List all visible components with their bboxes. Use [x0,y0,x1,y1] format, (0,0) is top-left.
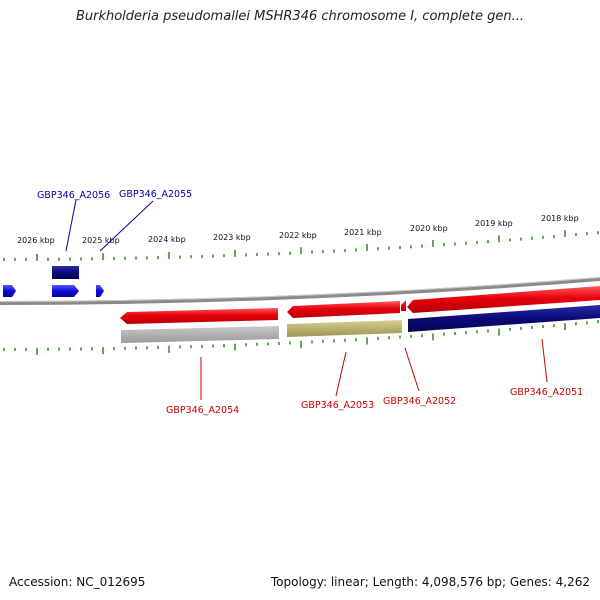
scale-label-2020: 2020 kbp [410,224,448,233]
scale-ticks-bottom [3,320,599,355]
reverse-strand-features [121,305,600,343]
chromosome-backbone [0,277,600,305]
gene-label-gbp346-a2051[interactable]: GBP346_A2051 [510,387,583,398]
red-gene-arrow[interactable] [287,301,400,318]
scale-ticks-top [3,230,599,261]
scale-label-2024: 2024 kbp [148,235,186,244]
blue-arrow-feature[interactable] [96,285,104,297]
blue-arrow-feature[interactable] [3,285,16,297]
navy-feature[interactable] [408,305,600,332]
red-gene-arrow[interactable] [120,308,278,324]
scale-label-2022: 2022 kbp [279,231,317,240]
left-features [3,266,104,297]
scale-label-2018: 2018 kbp [541,214,579,223]
scale-label-2021: 2021 kbp [344,228,382,237]
blue-arrow-feature[interactable] [52,285,79,297]
accession-text: Accession: NC_012695 [9,575,146,589]
gene-label-gbp346-a2054[interactable]: GBP346_A2054 [166,405,239,416]
gene-labels: GBP346_A2056 GBP346_A2055 GBP346_A2054 G… [37,189,583,416]
scale-labels: 2026 kbp 2025 kbp 2024 kbp 2023 kbp 2022… [17,214,579,245]
scale-label-2025: 2025 kbp [82,236,120,245]
gene-label-gbp346-a2055[interactable]: GBP346_A2055 [119,189,192,200]
gene-label-gbp346-a2053[interactable]: GBP346_A2053 [301,400,374,411]
scale-label-2023: 2023 kbp [213,233,251,242]
map-title: Burkholderia pseudomallei MSHR346 chromo… [75,9,525,24]
summary-text: Topology: linear; Length: 4,098,576 bp; … [270,575,590,589]
scale-label-2019: 2019 kbp [475,219,513,228]
dark-feature-block[interactable] [52,266,79,279]
scale-label-2026: 2026 kbp [17,236,55,245]
olive-feature[interactable] [287,320,402,337]
red-gene-arrow[interactable] [407,286,600,313]
gene-label-gbp346-a2056[interactable]: GBP346_A2056 [37,190,110,201]
forward-strand-genes [120,286,600,324]
gene-label-gbp346-a2052[interactable]: GBP346_A2052 [383,396,456,407]
red-gene-arrow[interactable] [401,300,406,311]
gray-feature[interactable] [121,326,279,343]
